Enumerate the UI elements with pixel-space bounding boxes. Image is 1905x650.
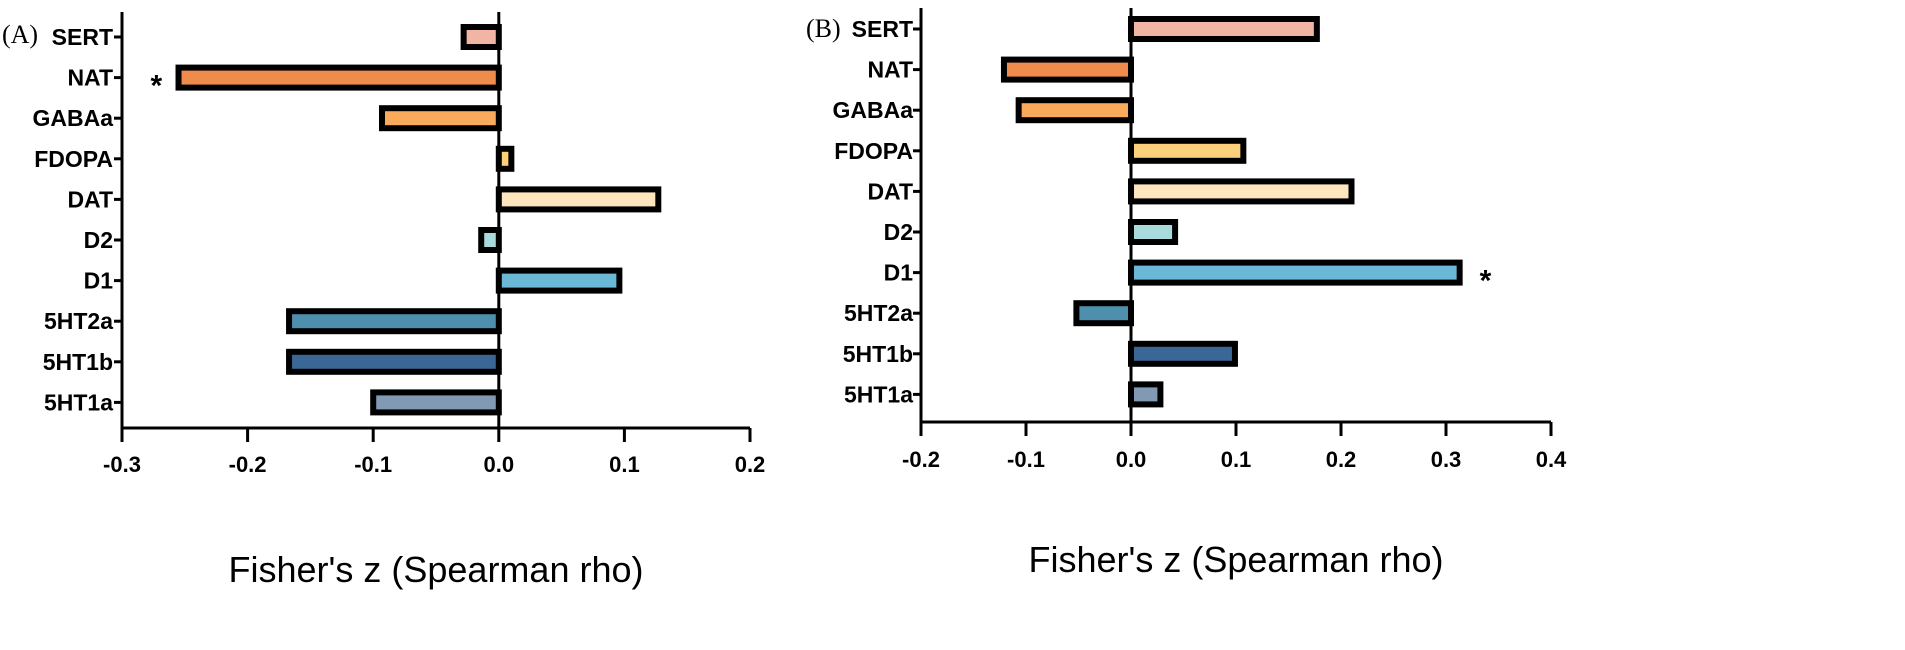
bar-5ht1b	[1128, 340, 1238, 367]
category-label: 5HT1b	[43, 349, 113, 375]
bar-nat	[175, 64, 502, 91]
bar-nat	[1000, 56, 1135, 83]
category-label: 5HT1b	[843, 341, 913, 367]
x-axis-title: Fisher's z (Spearman rho)	[1028, 539, 1443, 580]
bar-d1	[1128, 259, 1463, 286]
x-tick-label: -0.3	[103, 452, 141, 477]
category-label: DAT	[67, 186, 113, 212]
x-tick-label: -0.2	[229, 452, 267, 477]
category-label: D1	[884, 260, 914, 286]
category-label: D1	[84, 268, 114, 294]
category-label: D2	[84, 227, 113, 253]
category-label: NAT	[867, 57, 913, 83]
x-tick-label: 0.2	[735, 452, 766, 477]
category-label: GABAa	[832, 97, 913, 123]
bar-gabaa	[378, 105, 502, 132]
category-label: GABAa	[32, 105, 113, 131]
x-tick-label: -0.1	[1007, 447, 1045, 472]
x-tick-label: 0.3	[1431, 447, 1462, 472]
category-label: 5HT2a	[844, 300, 913, 326]
panel-label: (A)	[2, 20, 38, 49]
bar-d1	[495, 267, 623, 294]
bar-fdopa	[1128, 137, 1247, 164]
x-tick-label: 0.2	[1326, 447, 1357, 472]
bar-gabaa	[1015, 97, 1135, 124]
bar-d2	[1128, 219, 1179, 245]
x-tick-label: 0.0	[1116, 447, 1147, 472]
category-label: FDOPA	[834, 138, 913, 164]
significance-marker: *	[151, 70, 163, 103]
x-tick-label: 0.0	[484, 452, 515, 477]
x-tick-label: 0.1	[609, 452, 640, 477]
x-axis-title: Fisher's z (Spearman rho)	[228, 549, 643, 590]
bar-dat	[1128, 178, 1355, 205]
category-label: 5HT1a	[44, 389, 113, 415]
bar-fdopa	[495, 145, 515, 172]
significance-marker: *	[1480, 265, 1492, 298]
bar-5ht1a	[1128, 381, 1164, 408]
category-label: SERT	[52, 24, 113, 50]
category-label: 5HT1a	[844, 381, 913, 407]
category-label: D2	[884, 219, 913, 245]
x-tick-label: -0.1	[354, 452, 392, 477]
category-label: SERT	[852, 16, 913, 42]
bar-dat	[495, 186, 662, 213]
bar-sert	[460, 24, 502, 50]
category-label: NAT	[67, 65, 113, 91]
panel-label: (B)	[806, 14, 841, 43]
x-tick-label: -0.2	[902, 447, 940, 472]
bar-sert	[1128, 16, 1320, 42]
category-label: 5HT2a	[44, 308, 113, 334]
x-tick-label: 0.1	[1221, 447, 1252, 472]
bar-5ht2a	[286, 308, 502, 335]
bar-5ht1a	[370, 389, 502, 416]
bar-5ht2a	[1073, 300, 1135, 327]
x-tick-label: 0.4	[1536, 447, 1567, 472]
bar-5ht1b	[286, 348, 502, 375]
panel-b: (B) SERT NAT GABAa FDOPA DAT D2 D1 5HT2a 5HT1b 5HT…	[806, 8, 1567, 580]
bar-d2	[478, 227, 502, 253]
category-label: DAT	[867, 178, 913, 204]
category-label: FDOPA	[34, 146, 113, 172]
panel-a: (A) SERT NAT GABAa FDOPA DAT D2 D1 5HT2a 5HT1b 5HT…	[2, 12, 765, 590]
